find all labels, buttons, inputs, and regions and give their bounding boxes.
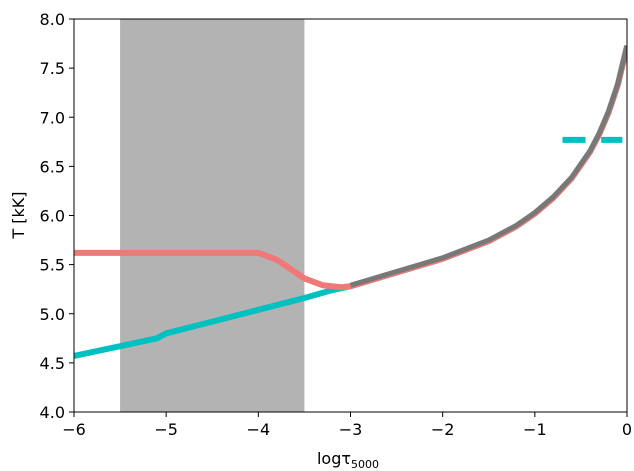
x-axis-label: logτ5000 [317, 449, 379, 471]
series-line-3 [349, 44, 627, 288]
y-tick-label-2: 5.0 [40, 305, 65, 324]
plot-content [74, 19, 627, 412]
x-tick-label-0: −6 [62, 420, 86, 439]
tick-marks: −6 −5 −4 −3 −2 −1 0 4.0 4.5 5.0 5.5 6.0 6.5 7.0 7.5 8.0 [40, 10, 633, 439]
x-axis-label-main: logτ [317, 449, 351, 468]
x-tick-label-3: −3 [339, 420, 363, 439]
y-tick-label-4: 6.0 [40, 207, 65, 226]
y-tick-label-3: 5.5 [40, 256, 65, 275]
x-tick-label-4: −2 [431, 420, 455, 439]
y-tick-label-7: 7.5 [40, 59, 65, 78]
y-axis-label: T [kK] [9, 191, 28, 239]
y-tick-label-8: 8.0 [40, 10, 65, 29]
x-axis-label-subscript: 5000 [351, 458, 379, 471]
y-tick-label-6: 7.0 [40, 108, 65, 127]
y-tick-label-5: 6.5 [40, 157, 65, 176]
x-tick-label-6: 0 [622, 420, 632, 439]
x-tick-label-1: −5 [154, 420, 178, 439]
shaded-region [120, 19, 305, 412]
plot-area [74, 19, 627, 412]
y-tick-label-0: 4.0 [40, 403, 65, 422]
x-tick-label-2: −4 [247, 420, 271, 439]
y-tick-label-1: 4.5 [40, 354, 65, 373]
x-tick-label-5: −1 [523, 420, 547, 439]
